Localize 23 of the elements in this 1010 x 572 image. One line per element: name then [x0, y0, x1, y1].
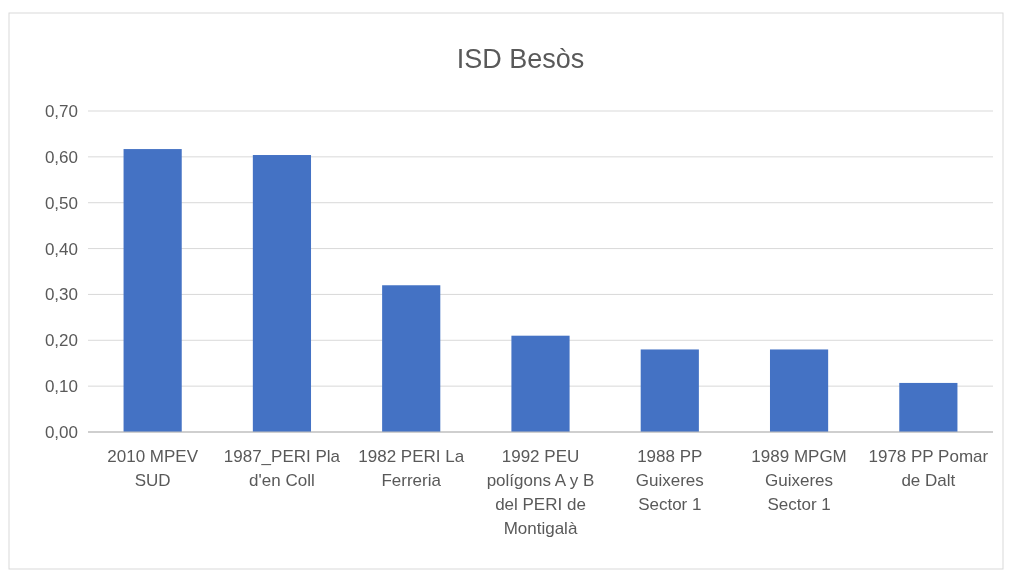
x-tick-label: 1988 PP Guixeres Sector 1	[635, 447, 704, 514]
bar	[252, 155, 312, 432]
bar	[640, 349, 699, 432]
y-tick-label: 0,70	[44, 101, 78, 121]
y-tick-label: 0,60	[44, 147, 78, 167]
x-tick-label: 1989 MPGM Guixeres Sector 1	[751, 447, 847, 514]
x-tick-label: 1978 PP Pomar de Dalt	[868, 447, 989, 490]
y-tick-label: 0,20	[44, 331, 78, 351]
bar	[769, 349, 829, 432]
x-tick-label: 1992 PEU polígons A y B del PERI de Montigalà	[486, 447, 595, 538]
bar	[123, 149, 182, 432]
y-tick-label: 0,50	[44, 193, 78, 213]
y-tick-label: 0,10	[44, 377, 78, 397]
y-tick-label: 0,00	[44, 422, 78, 442]
chart-title: ISD Besòs	[456, 44, 585, 74]
bar	[511, 335, 570, 432]
y-tick-label: 0,40	[44, 239, 78, 259]
bar	[382, 285, 441, 432]
bar	[899, 382, 958, 432]
x-tick-label: 2010 MPEV SUD	[107, 447, 199, 490]
x-tick-label: 1982 PERI La Ferreria	[358, 447, 465, 490]
y-tick-label: 0,30	[44, 285, 78, 305]
x-tick-label: 1987_PERI Pla d'en Coll	[223, 447, 341, 490]
